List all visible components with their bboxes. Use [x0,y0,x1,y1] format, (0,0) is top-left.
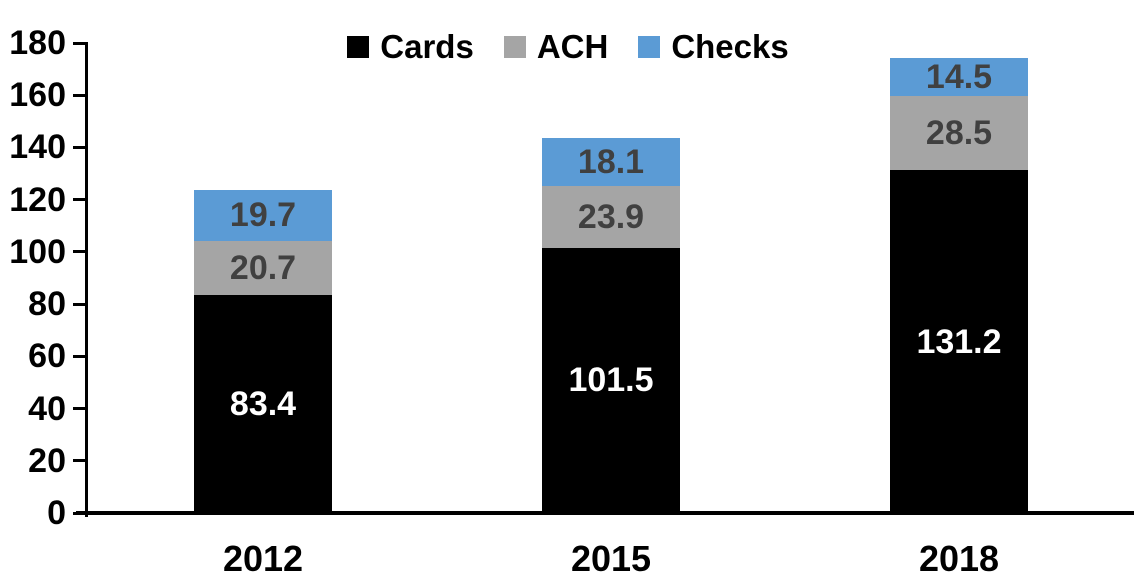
y-tick-label: 140 [9,128,66,167]
bar-segment-cards: 131.2 [890,170,1028,513]
y-tick-label: 0 [47,494,66,532]
value-label: 18.1 [577,142,645,181]
value-label: 14.5 [925,58,993,97]
legend-item-checks: Checks [638,28,789,65]
y-axis-tick [73,407,88,411]
legend-swatch-checks-icon [638,35,661,58]
y-axis-tick [73,354,88,358]
y-axis-tick [73,302,88,306]
y-tick-label: 80 [28,285,66,324]
legend-swatch-ach-icon [503,35,526,58]
x-category-label: 2015 [570,538,652,579]
y-tick-label: 20 [28,441,66,480]
y-axis-tick [73,41,88,45]
y-axis-tick [73,250,88,254]
value-label: 83.4 [229,385,297,424]
x-category-label: 2012 [222,538,304,579]
legend-label: ACH [536,28,609,65]
x-category-label: 2018 [918,538,1000,579]
y-axis-tick [73,511,88,515]
y-tick-label: 120 [9,180,66,219]
bar-segment-checks: 19.7 [194,189,332,242]
bar-segment-checks: 14.5 [890,58,1028,96]
y-axis-tick [73,93,88,97]
bar-segment-cards: 101.5 [542,247,680,513]
legend-swatch-cards-icon [347,35,370,58]
y-axis-tick [73,145,88,149]
x-axis-line [76,511,1134,515]
y-tick-label: 40 [28,389,66,428]
value-label: 19.7 [229,196,297,235]
bar-segment-cards: 83.4 [194,295,332,513]
value-label: 28.5 [925,114,993,153]
value-label: 20.7 [229,249,297,288]
y-tick-label: 180 [9,24,66,62]
bar-segment-ach: 23.9 [542,185,680,248]
value-label: 131.2 [916,322,1002,361]
value-label: 101.5 [568,361,654,400]
chart-legend: Cards ACH Checks [0,30,1136,63]
y-tick-label: 160 [9,76,66,115]
value-label: 23.9 [577,197,645,236]
y-axis-tick [73,459,88,463]
legend-label: Checks [671,28,789,65]
y-tick-label: 60 [28,337,66,376]
bar-segment-checks: 18.1 [542,138,680,186]
bar-segment-ach: 20.7 [194,241,332,296]
y-tick-label: 100 [9,232,66,271]
y-axis-line [85,43,88,517]
legend-label: Cards [380,28,474,65]
legend-item-cards: Cards [347,30,474,63]
bar-segment-ach: 28.5 [890,96,1028,171]
legend-item-ach: ACH [503,28,609,65]
y-axis-tick [73,198,88,202]
